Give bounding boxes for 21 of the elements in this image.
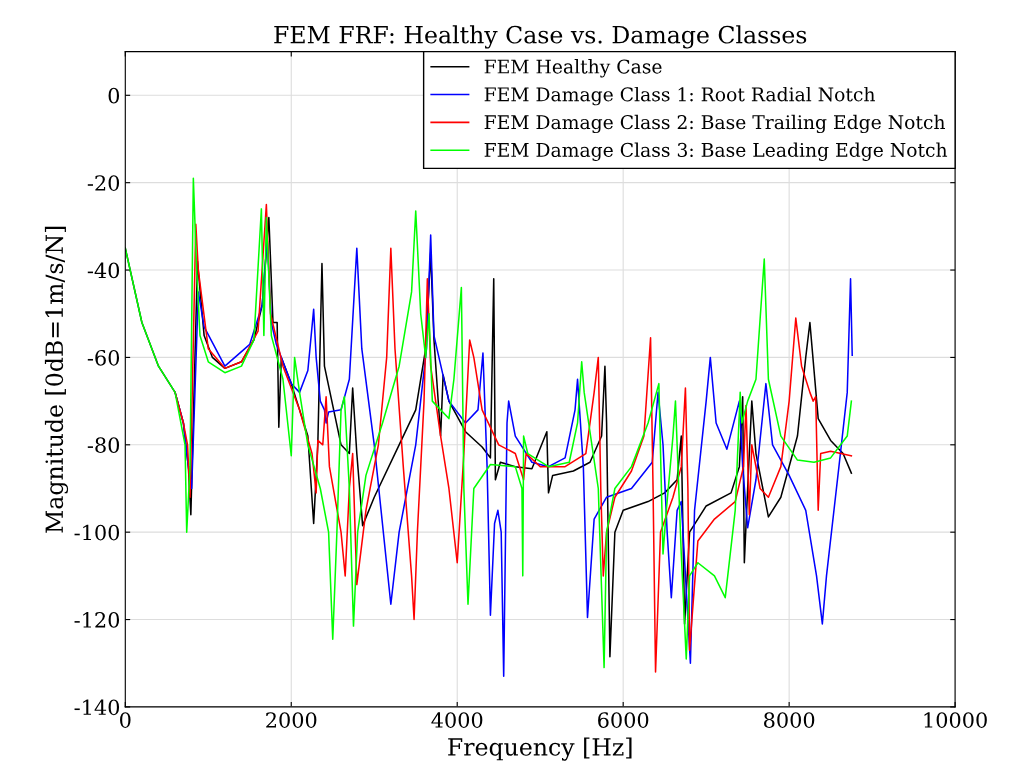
- y-tick-label: -40: [87, 262, 120, 279]
- y-tick-label: -60: [87, 349, 120, 366]
- y-axis-title: Magnitude [0dB=1m/s/N]: [44, 226, 69, 533]
- y-tick-label: -100: [74, 524, 120, 541]
- x-axis-title: Frequency [Hz]: [448, 737, 632, 761]
- legend-label: FEM Damage Class 3: Base Leading Edge Notch: [484, 142, 948, 161]
- y-tick-label: -140: [74, 699, 120, 716]
- x-tick-label: 0: [120, 712, 131, 728]
- legend-label: FEM Healthy Case: [484, 59, 662, 78]
- y-tick-label: 0: [108, 87, 120, 104]
- y-tick-label: -120: [74, 612, 120, 628]
- x-tick-label: 8000: [764, 712, 815, 728]
- legend-label: FEM Damage Class 2: Base Trailing Edge Notch: [484, 114, 945, 134]
- y-tick-label: -20: [87, 175, 120, 191]
- x-tick-label: 2000: [266, 712, 317, 728]
- x-tick-label: 6000: [598, 712, 649, 728]
- x-tick-label: 10000: [924, 712, 987, 728]
- x-tick-label: 4000: [431, 712, 483, 728]
- chart-title: FEM FRF: Healthy Case vs. Damage Classes: [274, 25, 807, 49]
- y-tick-label: -80: [87, 437, 120, 454]
- legend-label: FEM Damage Class 1: Root Radial Notch: [484, 86, 875, 106]
